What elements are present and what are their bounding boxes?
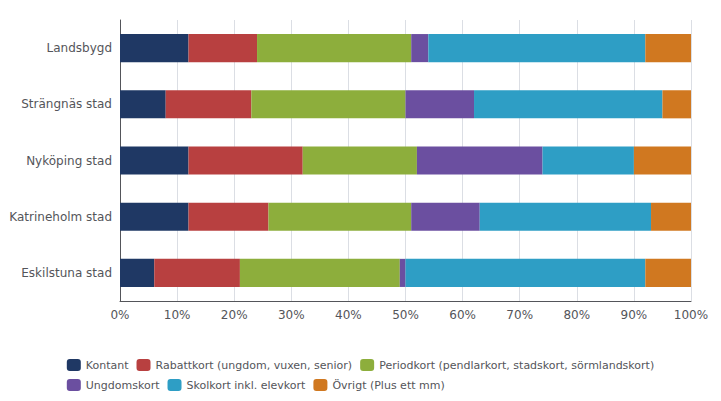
svg-text:60%: 60% bbox=[449, 308, 476, 322]
svg-text:Ungdomskort: Ungdomskort bbox=[86, 379, 160, 392]
svg-text:Kontant: Kontant bbox=[86, 359, 129, 372]
svg-text:40%: 40% bbox=[335, 308, 362, 322]
svg-text:80%: 80% bbox=[563, 308, 590, 322]
svg-text:100%: 100% bbox=[674, 308, 708, 322]
svg-text:Strängnäs stad: Strängnäs stad bbox=[21, 97, 112, 111]
svg-text:90%: 90% bbox=[621, 308, 648, 322]
svg-text:Övrigt (Plus ett mm): Övrigt (Plus ett mm) bbox=[332, 379, 444, 392]
svg-text:Landsbygd: Landsbygd bbox=[47, 41, 112, 55]
svg-text:10%: 10% bbox=[164, 308, 191, 322]
svg-text:30%: 30% bbox=[278, 308, 305, 322]
svg-text:Rabattkort (ungdom, vuxen, sen: Rabattkort (ungdom, vuxen, senior) bbox=[156, 359, 353, 372]
svg-text:Nyköping stad: Nyköping stad bbox=[26, 154, 112, 168]
svg-text:Skolkort inkl. elevkort: Skolkort inkl. elevkort bbox=[187, 379, 307, 392]
svg-text:50%: 50% bbox=[392, 308, 419, 322]
svg-text:70%: 70% bbox=[506, 308, 533, 322]
svg-text:Katrineholm stad: Katrineholm stad bbox=[9, 210, 112, 224]
svg-text:0%: 0% bbox=[110, 308, 129, 322]
svg-text:20%: 20% bbox=[221, 308, 248, 322]
svg-text:Periodkort (pendlarkort, stads: Periodkort (pendlarkort, stadskort, sörm… bbox=[379, 359, 654, 372]
svg-text:Eskilstuna stad: Eskilstuna stad bbox=[21, 266, 112, 280]
